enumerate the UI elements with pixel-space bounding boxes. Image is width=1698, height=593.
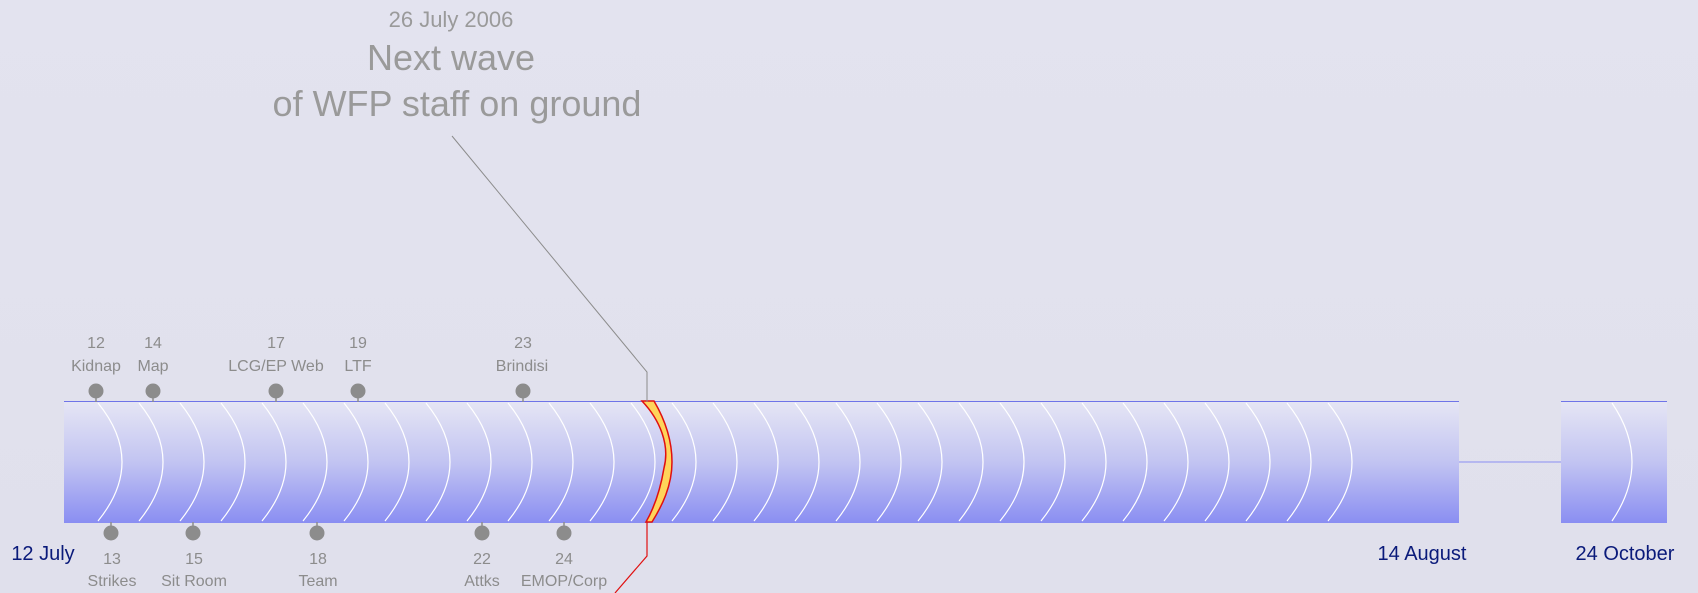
event-day: 19 bbox=[349, 335, 367, 352]
timeline-bar-end bbox=[1561, 401, 1667, 523]
event-bottom-strikes: 13 Strikes bbox=[88, 522, 137, 590]
event-day: 17 bbox=[267, 335, 285, 352]
event-label: LCG/EP Web bbox=[228, 358, 324, 375]
event-day: 22 bbox=[473, 551, 491, 568]
event-day: 15 bbox=[185, 551, 203, 568]
highlight-day-marker bbox=[640, 400, 673, 523]
day-divider bbox=[712, 402, 738, 522]
headline-title-line2: of WFP staff on ground bbox=[273, 83, 642, 124]
event-day: 23 bbox=[514, 335, 532, 352]
event-day: 12 bbox=[87, 335, 105, 352]
event-label: Kidnap bbox=[71, 358, 121, 375]
day-divider bbox=[1122, 402, 1148, 522]
day-divider bbox=[1245, 402, 1271, 522]
date-label-mid: 14 August bbox=[1378, 543, 1467, 565]
day-divider bbox=[507, 402, 533, 522]
day-divider bbox=[1327, 402, 1353, 522]
day-divider bbox=[1163, 402, 1189, 522]
day-divider bbox=[548, 402, 574, 522]
event-bottom-sit-room: 15 Sit Room bbox=[161, 522, 227, 590]
event-day: 14 bbox=[144, 335, 162, 352]
day-divider bbox=[794, 402, 820, 522]
day-divider bbox=[671, 402, 697, 522]
day-divider bbox=[753, 402, 779, 522]
day-divider-end bbox=[1611, 402, 1633, 522]
event-label: EMOP/Corp bbox=[521, 573, 607, 590]
day-divider bbox=[261, 402, 287, 522]
day-divider bbox=[302, 402, 328, 522]
event-bottom-team: 18 Team bbox=[298, 522, 338, 590]
day-divider bbox=[343, 402, 369, 522]
event-label: Sit Room bbox=[161, 573, 227, 590]
day-divider bbox=[835, 402, 861, 522]
event-top-ltf: 19 LTF bbox=[344, 335, 372, 402]
day-divider bbox=[1040, 402, 1066, 522]
event-dot bbox=[185, 525, 201, 541]
event-top-lcg-ep-web: 17 LCG/EP Web bbox=[228, 335, 324, 402]
event-dot bbox=[474, 525, 490, 541]
day-divider bbox=[220, 402, 246, 522]
event-label: LTF bbox=[344, 358, 371, 375]
day-divider bbox=[917, 402, 943, 522]
day-divider bbox=[999, 402, 1025, 522]
event-day: 24 bbox=[555, 551, 573, 568]
day-divider bbox=[589, 402, 615, 522]
date-label-start: 12 July bbox=[11, 543, 74, 565]
event-dot bbox=[309, 525, 325, 541]
date-label-end: 24 October bbox=[1576, 543, 1675, 565]
event-label: Brindisi bbox=[496, 358, 548, 375]
event-bottom-attks: 22 Attks bbox=[464, 522, 500, 590]
day-divider bbox=[179, 402, 205, 522]
day-divider bbox=[138, 402, 164, 522]
headline-callout-line bbox=[451, 135, 648, 402]
event-top-map: 14 Map bbox=[137, 335, 169, 402]
day-divider bbox=[425, 402, 451, 522]
event-bottom-emop-corp: 24 EMOP/Corp bbox=[521, 522, 607, 590]
headline-date: 26 July 2006 bbox=[389, 7, 514, 32]
event-dot bbox=[556, 525, 572, 541]
headline-title-line1: Next wave bbox=[367, 37, 535, 78]
highlight-pointer-line bbox=[614, 522, 648, 593]
timeline-bar-main bbox=[64, 401, 1459, 523]
event-label: Strikes bbox=[88, 573, 137, 590]
event-top-kidnap: 12 Kidnap bbox=[71, 335, 121, 402]
day-divider bbox=[1081, 402, 1107, 522]
event-label: Team bbox=[298, 573, 337, 590]
day-divider bbox=[630, 402, 656, 522]
event-day: 13 bbox=[103, 551, 121, 568]
event-top-brindisi: 23 Brindisi bbox=[496, 335, 548, 402]
event-label: Map bbox=[137, 358, 168, 375]
day-divider bbox=[876, 402, 902, 522]
day-divider bbox=[958, 402, 984, 522]
event-label: Attks bbox=[464, 573, 500, 590]
day-divider bbox=[1286, 402, 1312, 522]
day-divider bbox=[384, 402, 410, 522]
day-divider bbox=[97, 402, 123, 522]
event-dot bbox=[103, 525, 119, 541]
day-divider bbox=[1204, 402, 1230, 522]
day-divider bbox=[466, 402, 492, 522]
day-dividers bbox=[97, 402, 1353, 522]
event-day: 18 bbox=[309, 551, 327, 568]
